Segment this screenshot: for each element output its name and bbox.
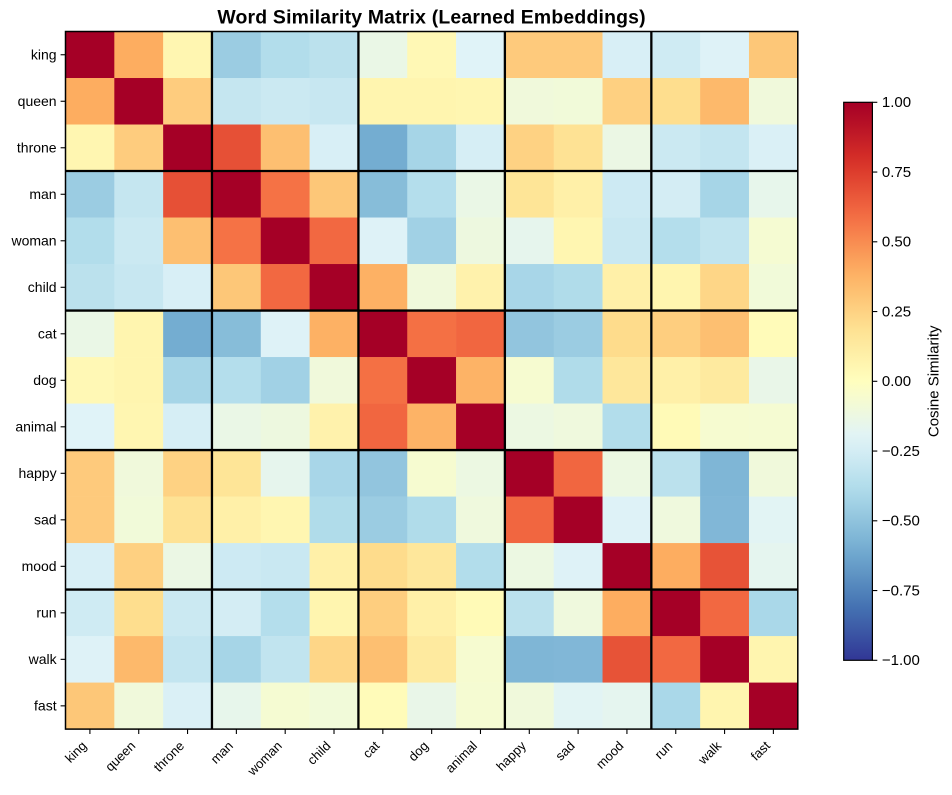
svg-text:−0.50: −0.50 <box>882 513 920 530</box>
svg-text:walk: walk <box>28 651 58 667</box>
svg-text:throne: throne <box>17 140 57 156</box>
svg-text:Word Similarity Matrix (Learne: Word Similarity Matrix (Learned Embeddin… <box>217 7 645 29</box>
svg-text:mood: mood <box>22 558 57 574</box>
svg-text:0.75: 0.75 <box>882 164 911 181</box>
svg-text:1.00: 1.00 <box>882 94 911 111</box>
svg-text:queen: queen <box>18 93 57 109</box>
svg-text:child: child <box>28 279 57 295</box>
svg-text:fast: fast <box>34 698 57 714</box>
svg-text:0.00: 0.00 <box>882 373 911 390</box>
svg-text:cat: cat <box>38 326 57 342</box>
svg-text:−0.75: −0.75 <box>882 582 920 599</box>
svg-text:−1.00: −1.00 <box>882 652 920 669</box>
svg-text:run: run <box>36 605 56 621</box>
svg-text:king: king <box>31 47 57 63</box>
svg-text:Cosine Similarity: Cosine Similarity <box>926 325 943 437</box>
svg-text:happy: happy <box>18 465 56 481</box>
svg-text:woman: woman <box>10 233 56 249</box>
svg-text:sad: sad <box>34 512 57 528</box>
svg-text:man: man <box>29 186 56 202</box>
svg-text:0.50: 0.50 <box>882 234 911 251</box>
svg-text:0.25: 0.25 <box>882 303 911 320</box>
svg-text:−0.25: −0.25 <box>882 443 920 460</box>
svg-text:dog: dog <box>33 372 56 388</box>
svg-text:animal: animal <box>15 419 56 435</box>
